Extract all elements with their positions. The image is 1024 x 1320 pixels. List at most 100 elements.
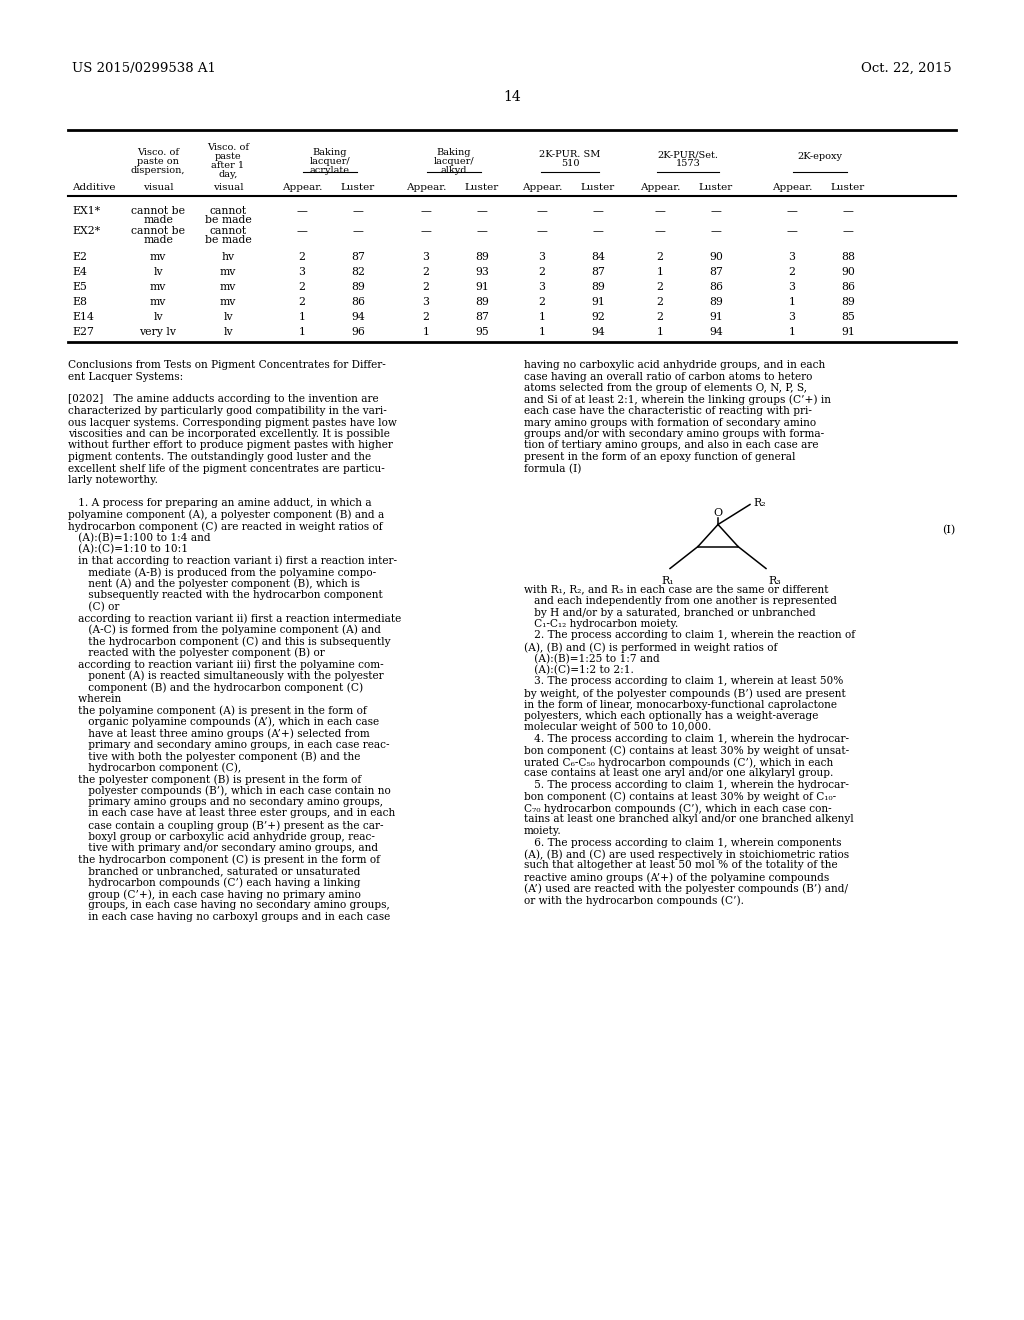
Text: —: — [476, 206, 487, 216]
Text: 86: 86 [709, 282, 723, 292]
Text: Appear.: Appear. [640, 183, 680, 191]
Text: hydrocarbon component (C) are reacted in weight ratios of: hydrocarbon component (C) are reacted in… [68, 521, 383, 532]
Text: 3: 3 [423, 252, 429, 261]
Text: US 2015/0299538 A1: US 2015/0299538 A1 [72, 62, 216, 75]
Text: Luster: Luster [698, 183, 733, 191]
Text: (A’) used are reacted with the polyester compounds (B’) and/: (A’) used are reacted with the polyester… [524, 883, 848, 894]
Text: or with the hydrocarbon compounds (C’).: or with the hydrocarbon compounds (C’). [524, 895, 744, 906]
Text: —: — [711, 206, 722, 216]
Text: very lv: very lv [139, 327, 176, 337]
Text: be made: be made [205, 235, 251, 246]
Text: 90: 90 [709, 252, 723, 261]
Text: organic polyamine compounds (A’), which in each case: organic polyamine compounds (A’), which … [68, 717, 379, 727]
Text: made: made [143, 215, 173, 224]
Text: tive with both the polyester component (B) and the: tive with both the polyester component (… [68, 751, 360, 762]
Text: larly noteworthy.: larly noteworthy. [68, 475, 158, 484]
Text: 88: 88 [841, 252, 855, 261]
Text: lacquer/: lacquer/ [309, 157, 350, 166]
Text: 1: 1 [788, 327, 796, 337]
Text: mv: mv [150, 282, 166, 292]
Text: paste: paste [215, 152, 242, 161]
Text: (A), (B) and (C) are used respectively in stoichiometric ratios: (A), (B) and (C) are used respectively i… [524, 849, 849, 859]
Text: 89: 89 [709, 297, 723, 308]
Text: 82: 82 [351, 267, 365, 277]
Text: tains at least one branched alkyl and/or one branched alkenyl: tains at least one branched alkyl and/or… [524, 814, 854, 825]
Text: moiety.: moiety. [524, 826, 562, 836]
Text: 89: 89 [591, 282, 605, 292]
Text: —: — [654, 226, 666, 236]
Text: after 1: after 1 [211, 161, 245, 170]
Text: in the form of linear, monocarboxy-functional caprolactone: in the form of linear, monocarboxy-funct… [524, 700, 837, 710]
Text: lv: lv [223, 327, 232, 337]
Text: (A):(B)=1:100 to 1:4 and: (A):(B)=1:100 to 1:4 and [68, 532, 211, 543]
Text: paste on: paste on [137, 157, 179, 166]
Text: subsequently reacted with the hydrocarbon component: subsequently reacted with the hydrocarbo… [68, 590, 383, 601]
Text: case having an overall ratio of carbon atoms to hetero: case having an overall ratio of carbon a… [524, 371, 812, 381]
Text: wherein: wherein [68, 693, 121, 704]
Text: Luster: Luster [465, 183, 499, 191]
Text: polyesters, which each optionally has a weight-average: polyesters, which each optionally has a … [524, 711, 818, 721]
Text: 91: 91 [475, 282, 488, 292]
Text: —: — [711, 226, 722, 236]
Text: cannot be: cannot be [131, 226, 185, 236]
Text: 87: 87 [475, 312, 488, 322]
Text: reactive amino groups (A’+) of the polyamine compounds: reactive amino groups (A’+) of the polya… [524, 873, 829, 883]
Text: EX2*: EX2* [72, 226, 100, 236]
Text: 3: 3 [539, 252, 546, 261]
Text: case contains at least one aryl and/or one alkylaryl group.: case contains at least one aryl and/or o… [524, 768, 834, 779]
Text: R₃: R₃ [768, 577, 780, 586]
Text: mv: mv [150, 252, 166, 261]
Text: 2. The process according to claim 1, wherein the reaction of: 2. The process according to claim 1, whe… [524, 631, 855, 640]
Text: hydrocarbon compounds (C’) each having a linking: hydrocarbon compounds (C’) each having a… [68, 878, 360, 888]
Text: C₁-C₁₂ hydrocarbon moiety.: C₁-C₁₂ hydrocarbon moiety. [524, 619, 678, 630]
Text: lacquer/: lacquer/ [434, 157, 474, 166]
Text: O: O [714, 507, 723, 517]
Text: 1: 1 [656, 267, 664, 277]
Text: Baking: Baking [312, 148, 347, 157]
Text: (A):(C)=1:10 to 10:1: (A):(C)=1:10 to 10:1 [68, 544, 188, 554]
Text: (A):(C)=1:2 to 2:1.: (A):(C)=1:2 to 2:1. [524, 665, 634, 676]
Text: case contain a coupling group (B’+) present as the car-: case contain a coupling group (B’+) pres… [68, 820, 384, 830]
Text: 5. The process according to claim 1, wherein the hydrocar-: 5. The process according to claim 1, whe… [524, 780, 849, 789]
Text: visual: visual [213, 183, 244, 191]
Text: have at least three amino groups (A’+) selected from: have at least three amino groups (A’+) s… [68, 729, 370, 739]
Text: reacted with the polyester component (B) or: reacted with the polyester component (B)… [68, 648, 325, 659]
Text: hydrocarbon component (C),: hydrocarbon component (C), [68, 763, 241, 774]
Text: primary and secondary amino groups, in each case reac-: primary and secondary amino groups, in e… [68, 739, 389, 750]
Text: 14: 14 [503, 90, 521, 104]
Text: E8: E8 [72, 297, 87, 308]
Text: Oct. 22, 2015: Oct. 22, 2015 [861, 62, 952, 75]
Text: —: — [593, 206, 603, 216]
Text: 3: 3 [539, 282, 546, 292]
Text: mediate (A-B) is produced from the polyamine compo-: mediate (A-B) is produced from the polya… [68, 568, 376, 578]
Text: bon component (C) contains at least 30% by weight of C₁₀-: bon component (C) contains at least 30% … [524, 792, 837, 803]
Text: mv: mv [220, 297, 237, 308]
Text: viscosities and can be incorporated excellently. It is possible: viscosities and can be incorporated exce… [68, 429, 390, 440]
Text: 89: 89 [475, 297, 488, 308]
Text: present in the form of an epoxy function of general: present in the form of an epoxy function… [524, 451, 796, 462]
Text: 95: 95 [475, 327, 488, 337]
Text: (A):(B)=1:25 to 1:7 and: (A):(B)=1:25 to 1:7 and [524, 653, 659, 664]
Text: 2: 2 [788, 267, 796, 277]
Text: made: made [143, 235, 173, 246]
Text: 86: 86 [351, 297, 365, 308]
Text: 1573: 1573 [676, 158, 700, 168]
Text: 1: 1 [539, 312, 546, 322]
Text: mary amino groups with formation of secondary amino: mary amino groups with formation of seco… [524, 417, 816, 428]
Text: 91: 91 [709, 312, 723, 322]
Text: lv: lv [154, 312, 163, 322]
Text: Appear.: Appear. [522, 183, 562, 191]
Text: the hydrocarbon component (C) and this is subsequently: the hydrocarbon component (C) and this i… [68, 636, 390, 647]
Text: —: — [786, 206, 798, 216]
Text: E2: E2 [72, 252, 87, 261]
Text: 85: 85 [841, 312, 855, 322]
Text: —: — [843, 226, 853, 236]
Text: 2K-PUR. SM: 2K-PUR. SM [540, 150, 601, 158]
Text: group (C’+), in each case having no primary amino: group (C’+), in each case having no prim… [68, 888, 360, 899]
Text: 2: 2 [423, 282, 429, 292]
Text: 91: 91 [841, 327, 855, 337]
Text: mv: mv [220, 282, 237, 292]
Text: 3: 3 [423, 297, 429, 308]
Text: Additive: Additive [72, 183, 116, 191]
Text: 2: 2 [656, 312, 664, 322]
